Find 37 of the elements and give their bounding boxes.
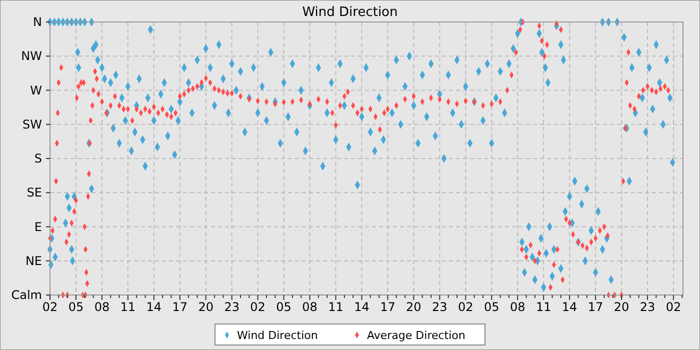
legend-label: Wind Direction: [237, 329, 318, 342]
x-tick-label: 08: [302, 300, 318, 314]
x-tick-label: 20: [406, 300, 422, 314]
x-tick-label: 17: [588, 300, 604, 314]
category-label: NW: [21, 49, 42, 64]
category-label: W: [30, 83, 42, 98]
x-tick-label: 02: [42, 300, 58, 314]
x-tick-label: 11: [120, 300, 136, 314]
x-tick-label: 05: [68, 300, 84, 314]
x-tick-label: 23: [432, 300, 448, 314]
x-tick-label: 02: [458, 300, 474, 314]
x-tick-label: 02: [666, 300, 682, 314]
x-tick-label: 11: [536, 300, 552, 314]
x-tick-label: 14: [354, 300, 370, 314]
category-label: S: [34, 152, 42, 166]
x-tick-label: 11: [328, 300, 344, 314]
x-tick-label: 23: [224, 300, 240, 314]
legend-label: Average Direction: [367, 329, 466, 342]
x-tick-label: 20: [198, 300, 214, 314]
x-tick-label: 23: [640, 300, 656, 314]
category-label: NE: [25, 254, 42, 268]
category-label: E: [34, 220, 42, 234]
x-tick-label: 08: [510, 300, 526, 314]
category-label: SW: [22, 117, 42, 132]
x-tick-label: 14: [562, 300, 578, 314]
category-label: N: [33, 15, 42, 29]
x-tick-label: 08: [94, 300, 110, 314]
x-tick-label: 17: [172, 300, 188, 314]
x-tick-label: 20: [614, 300, 630, 314]
x-tick-label: 14: [146, 300, 162, 314]
chart-title: Wind Direction: [302, 5, 398, 20]
x-tick-label: 05: [484, 300, 500, 314]
x-tick-label: 05: [276, 300, 292, 314]
x-tick-label: 17: [380, 300, 396, 314]
x-tick-label: 02: [250, 300, 266, 314]
category-label: SE: [26, 186, 42, 200]
category-label: Calm: [11, 288, 42, 302]
